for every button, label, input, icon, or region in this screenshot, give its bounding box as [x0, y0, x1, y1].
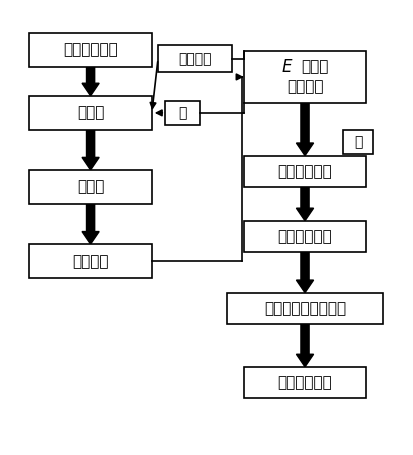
- Bar: [243, 367, 366, 398]
- FancyArrow shape: [82, 67, 99, 96]
- Text: 反卷积: 反卷积: [77, 180, 104, 195]
- Bar: [165, 101, 199, 125]
- Bar: [342, 130, 373, 154]
- Text: 权值更新: 权值更新: [178, 52, 211, 66]
- Text: 训练迭代: 训练迭代: [72, 254, 109, 269]
- Text: 图像数据输入: 图像数据输入: [63, 42, 118, 57]
- Bar: [158, 46, 231, 72]
- Text: 是否符: 是否符: [300, 60, 328, 75]
- Text: 合期望值: 合期望值: [286, 79, 323, 94]
- Text: 输出分割结果: 输出分割结果: [277, 375, 332, 390]
- FancyArrow shape: [296, 324, 313, 367]
- Text: 像素级别分类: 像素级别分类: [277, 229, 332, 244]
- Bar: [29, 33, 152, 67]
- Bar: [243, 51, 366, 103]
- Bar: [29, 244, 152, 278]
- FancyArrow shape: [296, 252, 313, 293]
- Bar: [243, 156, 366, 187]
- Bar: [29, 96, 152, 130]
- FancyArrow shape: [296, 187, 313, 221]
- Text: 输出分类结果: 输出分类结果: [277, 164, 332, 179]
- Text: 原始图像大小特征图: 原始图像大小特征图: [263, 301, 345, 316]
- Text: 全卷积: 全卷积: [77, 106, 104, 121]
- Bar: [243, 221, 366, 252]
- FancyArrow shape: [82, 130, 99, 170]
- Text: 是: 是: [353, 135, 361, 149]
- FancyArrow shape: [296, 102, 313, 156]
- Bar: [29, 170, 152, 204]
- Text: 否: 否: [178, 106, 186, 120]
- FancyArrow shape: [82, 204, 99, 244]
- Text: $E$: $E$: [280, 58, 292, 76]
- Bar: [227, 293, 382, 324]
